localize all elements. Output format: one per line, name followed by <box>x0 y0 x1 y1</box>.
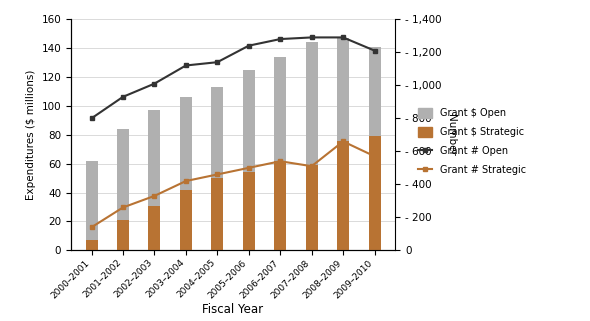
X-axis label: Fiscal Year: Fiscal Year <box>202 303 264 316</box>
Bar <box>86 240 97 250</box>
Bar <box>86 161 97 250</box>
Bar <box>180 97 192 250</box>
Bar <box>180 190 192 250</box>
Bar <box>306 165 317 250</box>
Bar <box>149 110 160 250</box>
Bar <box>243 70 255 250</box>
Y-axis label: Number: Number <box>445 114 455 156</box>
Bar <box>211 178 223 250</box>
Y-axis label: Expenditures ($ millions): Expenditures ($ millions) <box>26 70 36 200</box>
Bar <box>117 129 129 250</box>
Bar <box>117 220 129 250</box>
Bar <box>274 57 286 250</box>
Bar <box>369 47 381 250</box>
Bar <box>306 42 317 250</box>
Bar <box>337 141 349 250</box>
Bar <box>369 136 381 250</box>
Legend: Grant $ Open, Grant $ Strategic, Grant # Open, Grant # Strategic: Grant $ Open, Grant $ Strategic, Grant #… <box>418 108 526 175</box>
Bar <box>243 172 255 250</box>
Bar <box>149 205 160 250</box>
Bar <box>337 38 349 250</box>
Bar <box>274 161 286 250</box>
Bar <box>211 87 223 250</box>
